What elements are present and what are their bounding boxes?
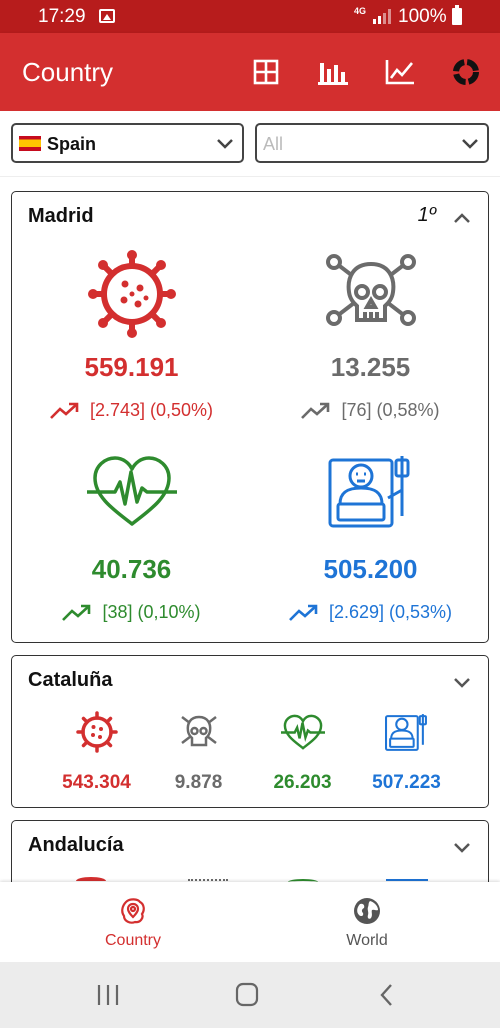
region-name: Cataluña xyxy=(28,669,113,691)
deaths-trend-text: [76] (0,58%) xyxy=(341,400,440,420)
skull-crossbones-icon xyxy=(188,879,228,885)
spain-flag-icon xyxy=(19,136,41,151)
globe-icon xyxy=(354,898,380,924)
region-select-placeholder: All xyxy=(263,134,284,154)
hospitalized-count: 507.223 xyxy=(372,772,441,793)
stat-recovered: 40.736 [38] (0,10%) xyxy=(12,454,251,634)
recovered-trend-text: [38] (0,10%) xyxy=(102,602,201,622)
deaths-count: 9.878 xyxy=(174,772,223,793)
map-pin-icon xyxy=(121,898,145,924)
confirmed-count: 543.304 xyxy=(62,772,131,793)
stat-hospitalized: 505.200 [2.629] (0,53%) xyxy=(251,454,490,634)
stat-confirmed: 559.191 [2.743] (0,50%) xyxy=(12,250,251,430)
country-select-value: Spain xyxy=(19,134,96,155)
hospital-bed-icon xyxy=(384,714,427,751)
bar-chart-button[interactable] xyxy=(317,56,349,88)
region-card-madrid[interactable]: Madrid 1º 559.191 [2.743] (0,50%) xyxy=(11,191,489,643)
confirmed-trend-text: [2.743] (0,50%) xyxy=(89,400,214,420)
recent-apps-icon[interactable] xyxy=(93,982,123,1008)
bar-chart-icon xyxy=(318,63,348,85)
country-select[interactable]: Spain xyxy=(11,123,244,163)
hospital-bed-icon xyxy=(328,456,409,528)
trending-up-icon xyxy=(289,604,318,621)
line-chart-icon xyxy=(385,60,414,85)
region-select[interactable]: All xyxy=(255,123,489,163)
skull-crossbones-icon xyxy=(180,715,217,747)
grid-icon xyxy=(253,59,279,85)
page-title: Country xyxy=(22,57,114,87)
skull-crossbones-icon xyxy=(325,254,416,326)
nav-country-label: Country xyxy=(104,932,162,949)
virus-icon xyxy=(75,711,118,753)
chevron-down-icon xyxy=(217,139,233,149)
mini-stat-recovered: 26.203 xyxy=(250,710,355,800)
grid-view-button[interactable] xyxy=(250,56,282,88)
nav-country[interactable]: Country xyxy=(8,882,258,962)
status-bar: 17:29 4G 100% xyxy=(0,0,500,33)
recovered-count: 26.203 xyxy=(273,772,332,793)
region-card-cataluna[interactable]: Cataluña 543.304 9.878 26.203 xyxy=(11,655,489,808)
donut-chart-icon xyxy=(453,59,479,85)
trending-up-icon xyxy=(62,604,91,621)
nav-world-label: World xyxy=(346,932,388,949)
chevron-down-icon[interactable] xyxy=(450,835,474,859)
confirmed-count: 559.191 xyxy=(84,352,179,382)
chevron-up-icon[interactable] xyxy=(450,206,474,230)
hospitalized-trend: [2.629] (0,53%) xyxy=(251,602,490,623)
virus-icon xyxy=(76,877,106,885)
heartbeat-icon xyxy=(280,714,325,750)
hospitalized-count: 505.200 xyxy=(323,554,418,584)
deaths-trend: [76] (0,58%) xyxy=(251,400,490,421)
nav-world[interactable]: World xyxy=(242,882,492,962)
bottom-nav: Country World xyxy=(0,882,500,962)
mini-stat-hospitalized: 507.223 xyxy=(354,710,459,800)
filter-bar: Spain All xyxy=(0,111,500,177)
chevron-down-icon[interactable] xyxy=(450,670,474,694)
recovered-count: 40.736 xyxy=(91,554,172,584)
trending-up-icon xyxy=(301,402,330,419)
battery-icon xyxy=(452,5,462,25)
donut-chart-button[interactable] xyxy=(450,56,482,88)
hospital-bed-icon xyxy=(386,879,428,885)
trending-up-icon xyxy=(50,402,79,419)
app-bar: Country xyxy=(0,33,500,111)
chevron-down-icon xyxy=(462,139,478,149)
mini-stat-confirmed: 543.304 xyxy=(44,710,149,800)
virus-icon xyxy=(87,250,176,338)
deaths-count: 13.255 xyxy=(330,352,411,382)
system-nav-bar xyxy=(0,962,500,1028)
heartbeat-icon xyxy=(86,456,177,526)
region-name: Andalucía xyxy=(28,834,124,856)
back-icon[interactable] xyxy=(372,982,402,1008)
battery-percent: 100% xyxy=(398,6,447,27)
recovered-trend: [38] (0,10%) xyxy=(12,602,251,623)
network-type: 4G xyxy=(354,6,367,16)
confirmed-trend: [2.743] (0,50%) xyxy=(12,400,251,421)
country-name: Spain xyxy=(47,134,97,154)
heartbeat-icon xyxy=(288,879,318,885)
hospitalized-trend-text: [2.629] (0,53%) xyxy=(328,602,453,622)
mini-stat-deaths: 9.878 xyxy=(146,710,251,800)
signal-icon xyxy=(373,9,391,24)
region-rank: 1º xyxy=(417,204,436,226)
image-notification-icon xyxy=(99,9,115,23)
line-chart-button[interactable] xyxy=(384,56,416,88)
region-name: Madrid xyxy=(28,205,94,227)
status-time: 17:29 xyxy=(38,6,86,27)
home-icon[interactable] xyxy=(232,982,262,1008)
stat-deaths: 13.255 [76] (0,58%) xyxy=(251,250,490,430)
